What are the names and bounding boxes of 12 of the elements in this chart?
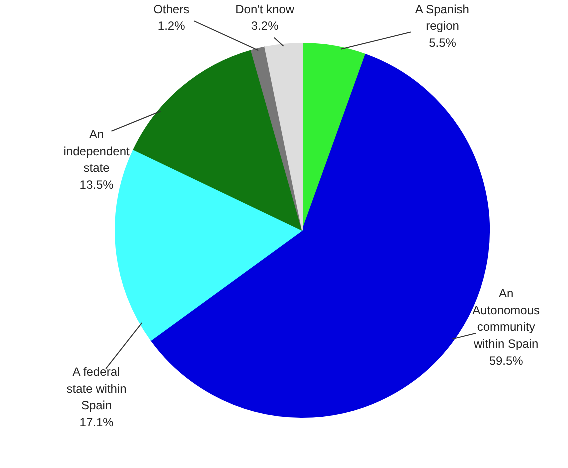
slice-label: A Spanish region (415, 2, 470, 34)
slice-label: Others (154, 2, 190, 16)
data-label: 1.2% (158, 19, 186, 34)
data-label: 13.5% (80, 178, 114, 192)
data-label: 17.1% (80, 416, 114, 430)
slice-label: An Autonomous community within Spain (472, 286, 540, 351)
slice-label: Don't know (236, 2, 295, 16)
slice-label: A federal state within Spain (66, 365, 127, 413)
data-label: 59.5% (489, 354, 524, 368)
data-label: 5.5% (429, 36, 457, 50)
data-label: 3.2% (251, 19, 280, 34)
slice-label: An independent state (64, 128, 130, 176)
